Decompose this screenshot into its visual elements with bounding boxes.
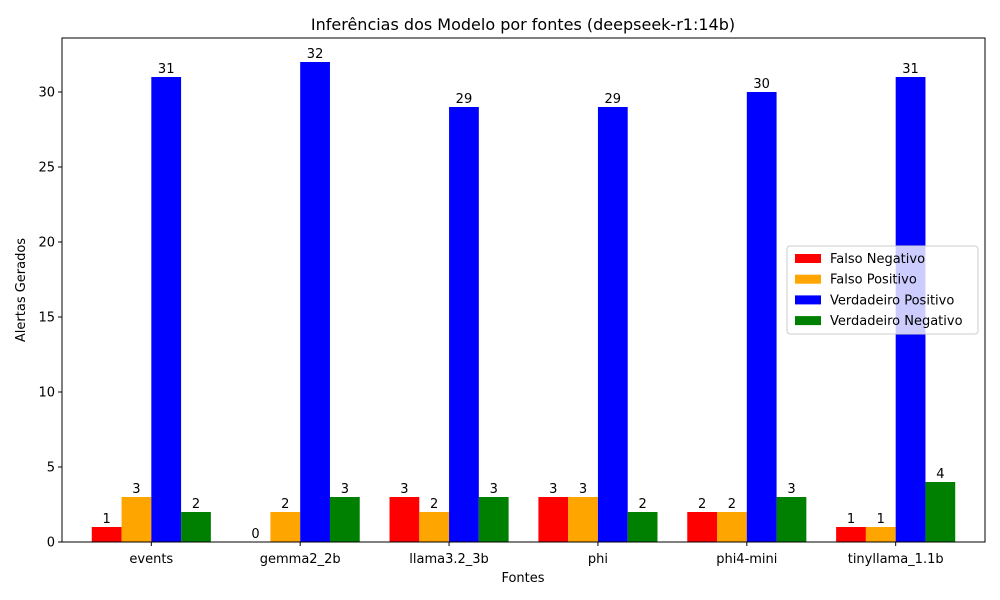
bar-verdadeiro-positivo-gemma2_2b (300, 62, 330, 542)
legend-label: Verdadeiro Positivo (830, 293, 954, 308)
bar-verdadeiro-positivo-events (151, 77, 182, 542)
bar-value-label: 1 (877, 512, 885, 527)
legend: Falso Negativo Falso Positivo Verdadeiro P… (786, 245, 979, 335)
bar-falso-negativo-phi (538, 497, 569, 542)
y-tick-label: 15 (38, 311, 55, 326)
bar-falso-positivo-llama3.2_3b (419, 512, 450, 542)
x-tick-label: llama3.2_3b (409, 552, 489, 567)
bar-falso-negativo-phi4-mini (687, 512, 718, 542)
bar-falso-negativo-tinyllama_1.1b (836, 527, 866, 542)
x-tick-label: tinyllama_1.1b (848, 552, 944, 567)
legend-label: Falso Negativo (830, 252, 925, 267)
bar-verdadeiro-positivo-phi4-mini (746, 92, 777, 542)
bar-verdadeiro-negativo-llama3.2_3b (478, 497, 509, 542)
bar-falso-positivo-phi4-mini (717, 512, 747, 542)
legend-swatch (795, 254, 821, 263)
bar-value-label: 3 (579, 482, 587, 497)
bar-value-label: 1 (847, 512, 855, 527)
bar-value-label: 2 (192, 497, 200, 512)
bar-value-label: 1 (103, 512, 111, 527)
legend-swatch (795, 295, 821, 305)
bar-value-label: 31 (158, 62, 175, 77)
bar-verdadeiro-positivo-llama3.2_3b (449, 107, 479, 542)
bar-value-label: 3 (490, 482, 498, 497)
y-tick-label: 20 (38, 236, 55, 251)
x-tick-label: phi4-mini (716, 552, 777, 567)
legend-box (786, 245, 979, 335)
legend-swatch (795, 274, 821, 284)
y-tick-label: 5 (47, 461, 55, 476)
bar-value-label: 0 (251, 527, 259, 542)
bar-falso-positivo-gemma2_2b (270, 512, 301, 542)
legend-label: Verdadeiro Negativo (830, 314, 963, 329)
y-tick-label: 0 (47, 536, 55, 551)
bar-falso-positivo-events (121, 497, 152, 542)
bar-verdadeiro-negativo-gemma2_2b (329, 497, 360, 542)
x-tick-label: phi (588, 552, 608, 567)
bar-falso-negativo-llama3.2_3b (389, 497, 420, 542)
bar-verdadeiro-negativo-tinyllama_1.1b (925, 482, 956, 542)
x-tick-label: events (129, 552, 173, 567)
bar-value-label: 31 (902, 62, 919, 77)
legend-swatch (795, 316, 821, 326)
bar-value-label: 29 (456, 92, 473, 107)
bar-value-label: 3 (341, 482, 349, 497)
bar-value-label: 2 (430, 497, 438, 512)
bar-value-label: 2 (698, 497, 706, 512)
bar-value-label: 29 (605, 92, 622, 107)
bar-value-label: 3 (549, 482, 557, 497)
bar-verdadeiro-negativo-phi (627, 512, 658, 542)
y-tick-label: 10 (38, 386, 55, 401)
bar-verdadeiro-positivo-phi (597, 107, 628, 542)
bar-value-label: 32 (307, 47, 324, 62)
bar-value-label: 2 (281, 497, 289, 512)
bar-verdadeiro-negativo-phi4-mini (776, 497, 807, 542)
y-tick-label: 25 (38, 161, 55, 176)
bar-value-label: 3 (132, 482, 140, 497)
y-axis-label: Alertas Gerados (14, 238, 29, 342)
y-tick-label: 30 (38, 86, 55, 101)
chart-title: Inferências dos Modelo por fontes (deeps… (311, 15, 735, 34)
plot-frame (61, 37, 986, 543)
bar-value-label: 4 (936, 467, 944, 482)
bar-value-label: 3 (787, 482, 795, 497)
bar-falso-positivo-phi (568, 497, 598, 542)
bar-value-label: 2 (638, 497, 646, 512)
x-axis-label: Fontes (501, 571, 544, 586)
bar-verdadeiro-negativo-events (181, 512, 211, 542)
bar-value-label: 30 (753, 77, 770, 92)
x-tick-label: gemma2_2b (260, 552, 341, 567)
legend-label: Falso Positivo (830, 273, 917, 288)
bar-falso-positivo-tinyllama_1.1b (865, 527, 896, 542)
bar-value-label: 2 (728, 497, 736, 512)
bar-falso-negativo-events (91, 527, 122, 542)
bar-value-label: 3 (400, 482, 408, 497)
